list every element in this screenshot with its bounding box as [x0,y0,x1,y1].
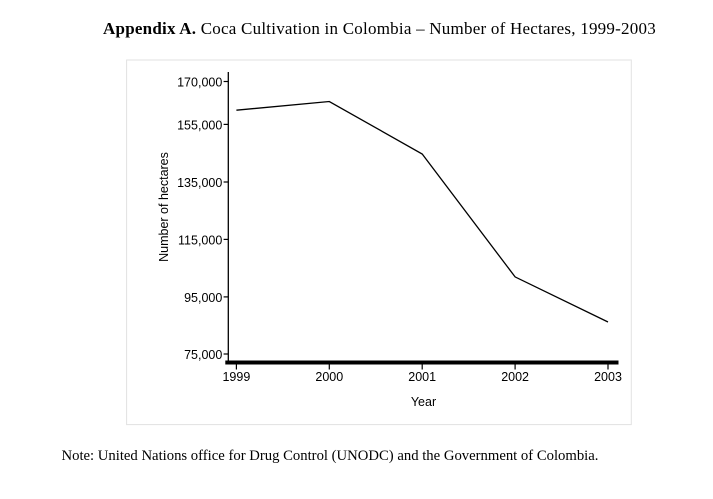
svg-text:Number of hectares: Number of hectares [157,152,171,262]
svg-text:95,000: 95,000 [184,291,222,305]
svg-text:2003: 2003 [594,370,622,384]
svg-text:135,000: 135,000 [177,176,222,190]
svg-text:170,000: 170,000 [177,76,222,90]
svg-text:1999: 1999 [222,370,250,384]
svg-text:115,000: 115,000 [178,233,222,247]
svg-text:75,000: 75,000 [184,348,222,362]
svg-text:2001: 2001 [408,370,436,384]
svg-text:155,000: 155,000 [177,118,222,132]
svg-text:2002: 2002 [501,370,529,384]
svg-text:Year: Year [411,395,436,409]
svg-text:2000: 2000 [315,370,343,384]
